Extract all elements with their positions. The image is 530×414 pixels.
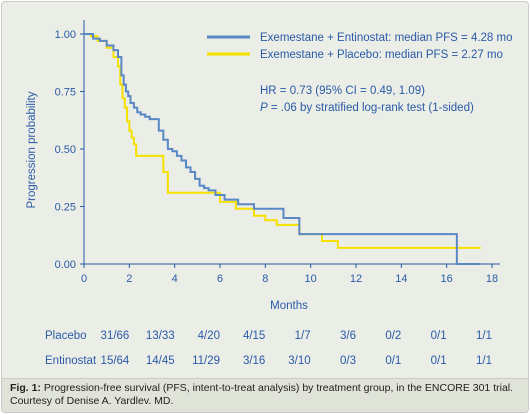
x-tick-label: 2	[126, 273, 132, 285]
axes: 0 2 4 6 8 10 12 14 16 18 0.00 0.25 0.50 0.75 1.00	[55, 20, 500, 285]
y-axis-title: Progression probability	[26, 91, 38, 208]
risk-cell: 15/64	[101, 355, 130, 367]
risk-cell: 1/1	[476, 330, 492, 342]
y-tick-label: 0.00	[55, 259, 76, 271]
y-tick-label: 1.00	[55, 29, 76, 41]
risk-cell: 3/16	[243, 355, 265, 367]
risk-cell: 1/1	[476, 355, 492, 367]
p-symbol: P	[260, 102, 268, 114]
x-tick-label: 14	[395, 273, 407, 285]
risk-row-label: Entinostat	[45, 355, 97, 367]
risk-cell: 11/29	[192, 355, 220, 367]
risk-cell: 0/1	[431, 355, 447, 367]
risk-cell: 0/2	[385, 330, 401, 342]
y-tick-label: 0.75	[55, 87, 76, 99]
x-tick-label: 6	[217, 273, 223, 285]
km-curve-entinostat	[84, 33, 481, 265]
km-chart: 0 2 4 6 8 10 12 14 16 18 0.00 0.25 0.50 0.75 1.00 Exem…	[26, 20, 513, 367]
legend-label-entinostat: Exemestane + Entinostat: median PFS = 4.…	[260, 32, 513, 44]
risk-cell: 31/66	[101, 330, 130, 342]
caption-prefix: Fig. 1:	[10, 382, 41, 394]
risk-cell: 0/1	[385, 355, 401, 367]
risk-cell: 3/10	[288, 355, 310, 367]
risk-cell: 0/3	[340, 355, 356, 367]
y-tick-label: 0.50	[55, 144, 76, 156]
p-value-text: P = .06 by stratified log-rank test (1-s…	[260, 102, 474, 114]
survival-curves	[84, 33, 481, 265]
caption-text: Progression-free survival (PFS, intent-t…	[10, 382, 514, 407]
risk-cell: 0/1	[431, 330, 447, 342]
risk-row-label: Placebo	[45, 330, 87, 342]
p-value-rest: = .06 by stratified log-rank test (1-sid…	[268, 102, 474, 114]
x-tick-label: 8	[262, 273, 268, 285]
x-tick-label: 0	[81, 273, 87, 285]
figure-caption: Fig. 1: Progression-free survival (PFS, …	[2, 378, 528, 412]
km-curve-placebo	[84, 33, 481, 249]
x-tick-label: 4	[172, 273, 178, 285]
risk-cell: 4/20	[198, 330, 220, 342]
risk-cell: 1/7	[295, 330, 311, 342]
x-tick-label: 10	[305, 273, 317, 285]
risk-cell: 13/33	[146, 330, 175, 342]
risk-cell: 4/15	[243, 330, 265, 342]
legend: Exemestane + Entinostat: median PFS = 4.…	[207, 32, 513, 61]
hazard-ratio-text: HR = 0.73 (95% CI = 0.49, 1.09)	[260, 85, 425, 97]
x-axis-title: Months	[270, 300, 308, 312]
risk-table: Placebo 31/66 13/33 4/20 4/15 1/7 3/6 0/2 0/1 1/1…	[45, 330, 492, 367]
x-tick-label: 16	[441, 273, 453, 285]
legend-label-placebo: Exemestane + Placebo: median PFS = 2.27 …	[260, 49, 503, 61]
x-tick-label: 12	[350, 273, 362, 285]
x-tick-label: 18	[486, 273, 498, 285]
risk-cell: 3/6	[340, 330, 356, 342]
y-tick-label: 0.25	[55, 202, 76, 214]
risk-cell: 14/45	[146, 355, 175, 367]
